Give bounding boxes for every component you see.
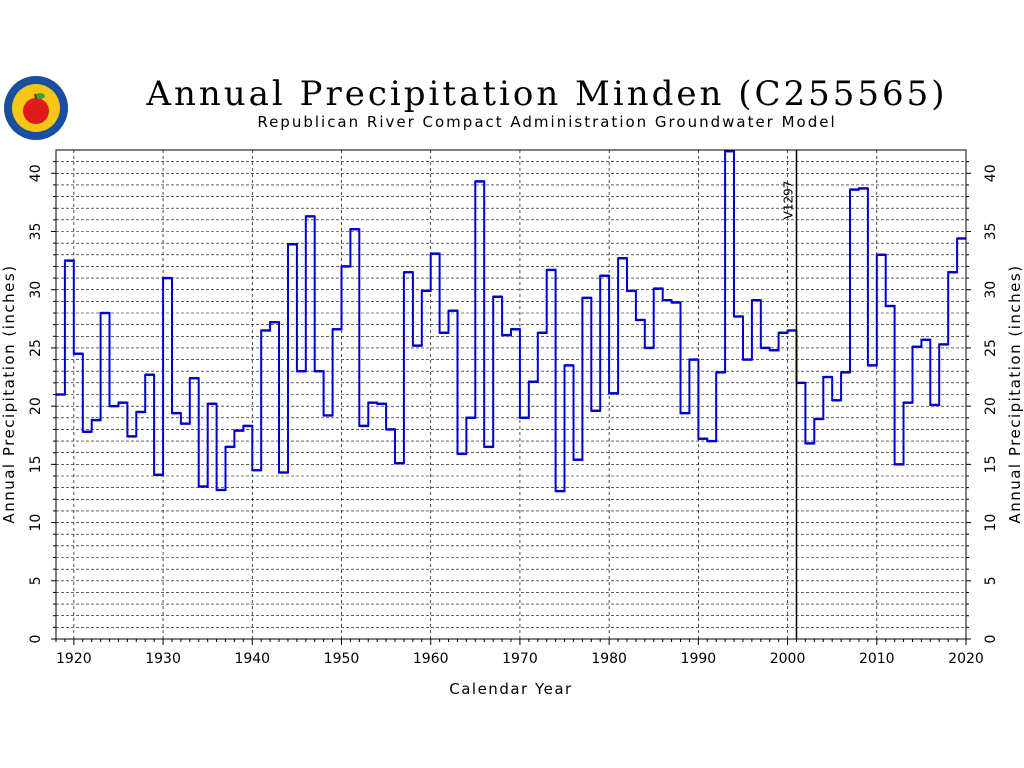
- y-tick-label-left: 40: [28, 164, 44, 182]
- y-tick-label-right: 0: [983, 635, 999, 644]
- annotation-label: V1297: [781, 181, 795, 220]
- x-tick-label: 1920: [56, 651, 92, 667]
- annotations: V1297: [781, 150, 798, 639]
- y-tick-label-right: 10: [983, 514, 999, 532]
- x-tick-label: 1950: [324, 651, 360, 667]
- y-tick-label-left: 20: [28, 397, 44, 415]
- x-tick-label: 1980: [591, 651, 627, 667]
- y-tick-label-left: 5: [28, 576, 44, 585]
- leaf-icon: [35, 93, 45, 99]
- apple-icon: [23, 98, 49, 124]
- y-axis-label-right: Annual Precipitation (inches): [1006, 264, 1024, 523]
- chart-subtitle: Republican River Compact Administration …: [257, 113, 837, 131]
- grid-lines: [56, 150, 966, 639]
- y-tick-label-right: 5: [983, 576, 999, 585]
- x-tick-label: 2010: [859, 651, 895, 667]
- y-tick-label-left: 15: [28, 455, 44, 473]
- x-tick-label: 2020: [948, 651, 984, 667]
- y-tick-label-right: 40: [983, 164, 999, 182]
- y-tick-label-left: 35: [28, 223, 44, 241]
- y-tick-label-left: 10: [28, 514, 44, 532]
- y-tick-label-left: 30: [28, 281, 44, 299]
- x-axis-label: Calendar Year: [449, 680, 572, 698]
- x-tick-label: 1970: [502, 651, 538, 667]
- y-axis-label-left: Annual Precipitation (inches): [0, 264, 18, 523]
- series-line: [56, 150, 966, 493]
- x-tick-label: 1940: [234, 651, 270, 667]
- x-tick-label: 1960: [413, 651, 449, 667]
- x-tick-label: 2000: [770, 651, 806, 667]
- y-tick-label-right: 15: [983, 455, 999, 473]
- y-tick-label-right: 20: [983, 397, 999, 415]
- y-tick-label-left: 25: [28, 339, 44, 357]
- chart-title: Annual Precipitation Minden (C255565): [146, 74, 948, 114]
- y-tick-label-right: 25: [983, 339, 999, 357]
- y-tick-label-right: 35: [983, 223, 999, 241]
- precipitation-series: [56, 149, 966, 493]
- agency-seal-logo: [2, 74, 70, 142]
- x-tick-label: 1930: [145, 651, 181, 667]
- y-tick-label-left: 0: [28, 635, 44, 644]
- x-tick-label: 1990: [681, 651, 717, 667]
- y-tick-label-right: 30: [983, 281, 999, 299]
